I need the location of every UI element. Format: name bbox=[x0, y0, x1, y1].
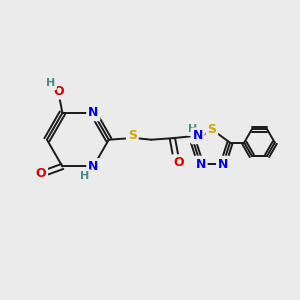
Text: H: H bbox=[46, 79, 55, 88]
Text: O: O bbox=[173, 156, 184, 169]
Text: N: N bbox=[195, 158, 206, 170]
Text: N: N bbox=[193, 129, 203, 142]
Text: H: H bbox=[188, 124, 198, 134]
Text: N: N bbox=[218, 158, 228, 170]
Text: O: O bbox=[36, 167, 46, 180]
Text: S: S bbox=[207, 123, 216, 136]
Text: S: S bbox=[128, 129, 137, 142]
Text: N: N bbox=[88, 160, 98, 173]
Text: H: H bbox=[80, 171, 90, 181]
Text: O: O bbox=[54, 85, 64, 98]
Text: N: N bbox=[88, 106, 98, 119]
